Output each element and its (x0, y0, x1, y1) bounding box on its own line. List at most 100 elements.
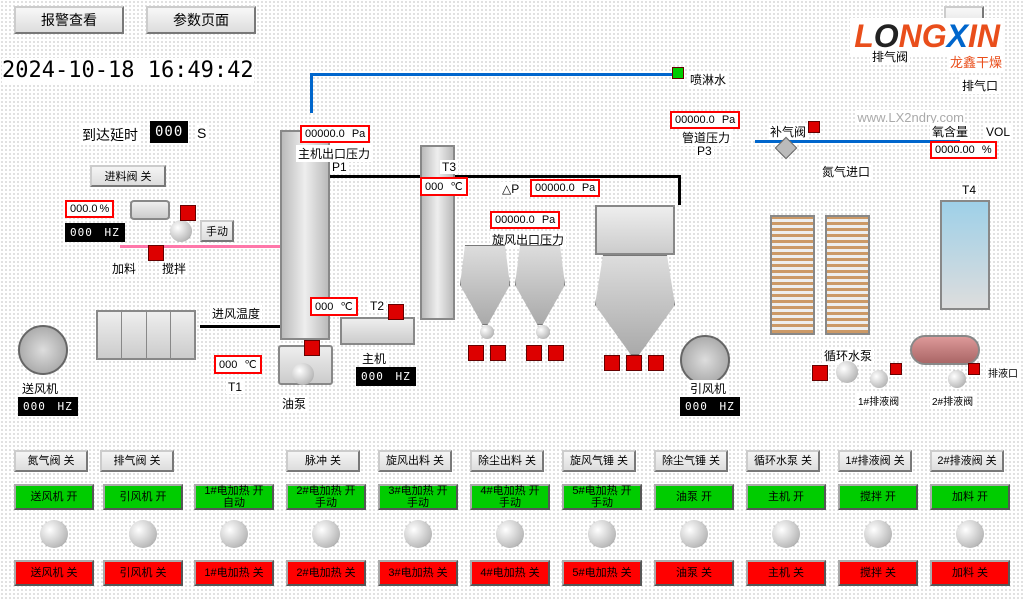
p1-sub: P1 (330, 160, 349, 174)
t3-label: T3 (440, 160, 458, 174)
ctrl-10: 加料 开 加料 关 (930, 484, 1010, 594)
drain2-label: 2#排液阀 (930, 393, 975, 408)
ctrl-4-on[interactable]: 3#电加热 开 手动 (378, 484, 458, 510)
params-button[interactable]: 参数页面 (146, 6, 256, 34)
delay-value: 000 (150, 121, 188, 143)
ctrl-6: 5#电加热 开 手动 5#电加热 关 (562, 484, 642, 594)
stir-indicator (148, 245, 164, 261)
ctrl-10-off[interactable]: 加料 关 (930, 560, 1010, 586)
grey-btn-9[interactable]: 2#排液阀 关 (930, 450, 1004, 472)
ctrl-3-status (312, 520, 340, 548)
ctrl-1-off[interactable]: 引风机 关 (103, 560, 183, 586)
ctrl-0-on[interactable]: 送风机 开 (14, 484, 94, 510)
feed-percent: 000.0% (65, 200, 114, 218)
ctrl-2-status (220, 520, 248, 548)
ctrl-0-status (40, 520, 68, 548)
vol-label: VOL (984, 125, 1012, 139)
controls-row: 送风机 开 送风机 关 引风机 开 引风机 关 1#电加热 开 自动 1#电加热… (0, 484, 1024, 600)
ctrl-9-on[interactable]: 搅拌 开 (838, 484, 918, 510)
ctrl-8-off[interactable]: 主机 关 (746, 560, 826, 586)
spray-label: 喷淋水 (688, 71, 728, 88)
main-hz: 000 HZ (356, 367, 416, 386)
ctrl-7: 油泵 开 油泵 关 (654, 484, 734, 594)
heater-icon (96, 310, 196, 360)
p3-sub: P3 (695, 144, 714, 158)
ctrl-5: 4#电加热 开 手动 4#电加热 关 (470, 484, 550, 594)
t4-label: T4 (960, 183, 978, 197)
delay-unit: S (195, 125, 208, 141)
feed-hz: 000 HZ (65, 223, 125, 242)
grey-btn-8[interactable]: 1#排液阀 关 (838, 450, 912, 472)
ctrl-7-on[interactable]: 油泵 开 (654, 484, 734, 510)
ctrl-10-status (956, 520, 984, 548)
ctrl-0-off[interactable]: 送风机 关 (14, 560, 94, 586)
p2-value: 00000.0 Pa (490, 211, 560, 229)
ctrl-7-status (680, 520, 708, 548)
t3-value: 000 ℃ (420, 177, 468, 196)
t1-label: T1 (226, 380, 244, 394)
grey-btn-7[interactable]: 循环水泵 关 (746, 450, 820, 472)
ctrl-3: 2#电加热 开 手动 2#电加热 关 (286, 484, 366, 594)
dp-value: 00000.0 Pa (530, 179, 600, 197)
oil-pump-label: 油泵 (280, 395, 308, 412)
ctrl-0: 送风机 开 送风机 关 (14, 484, 94, 594)
inlet-temp-label: 进风温度 (210, 305, 262, 322)
ctrl-1-status (129, 520, 157, 548)
feed-label: 加料 (110, 260, 138, 277)
ctrl-6-on[interactable]: 5#电加热 开 手动 (562, 484, 642, 510)
grey-btn-1[interactable]: 排气阀 关 (100, 450, 174, 472)
grey-btn-5[interactable]: 旋风气锤 关 (562, 450, 636, 472)
ctrl-9-off[interactable]: 搅拌 关 (838, 560, 918, 586)
ctrl-1: 引风机 开 引风机 关 (103, 484, 183, 594)
delay-label: 到达延时 (80, 125, 140, 145)
t1-value: 000 ℃ (214, 355, 262, 374)
spray-indicator (672, 67, 684, 79)
ctrl-8-on[interactable]: 主机 开 (746, 484, 826, 510)
ctrl-3-on[interactable]: 2#电加热 开 手动 (286, 484, 366, 510)
n2-inlet-label: 氮气进口 (820, 163, 872, 180)
ctrl-5-on[interactable]: 4#电加热 开 手动 (470, 484, 550, 510)
ctrl-9-status (864, 520, 892, 548)
ctrl-10-on[interactable]: 加料 开 (930, 484, 1010, 510)
blower-hz: 000 HZ (18, 397, 78, 416)
blower-label: 送风机 (20, 380, 60, 397)
process-diagram: 到达延时 000 S 进料阀 关 000.0% 000 HZ 手动 加料 搅拌 … (0, 45, 1024, 440)
ctrl-7-off[interactable]: 油泵 关 (654, 560, 734, 586)
ctrl-8: 主机 开 主机 关 (746, 484, 826, 594)
stir-label: 搅拌 (160, 260, 188, 277)
feed-valve-button[interactable]: 进料阀 关 (90, 165, 166, 187)
grey-btn-4[interactable]: 除尘出料 关 (470, 450, 544, 472)
main-label: 主机 (360, 350, 388, 367)
ctrl-3-off[interactable]: 2#电加热 关 (286, 560, 366, 586)
t2-label: T2 (368, 299, 386, 313)
manual-button[interactable]: 手动 (200, 220, 234, 242)
ctrl-2-on[interactable]: 1#电加热 开 自动 (194, 484, 274, 510)
induced-hz: 000 HZ (680, 397, 740, 416)
exhaust-valve-label: 排气阀 (870, 48, 910, 65)
makeup-valve-label: 补气阀 (768, 123, 808, 140)
p3-value: 00000.0 Pa (670, 111, 740, 129)
o2-value: 0000.00 % (930, 141, 997, 159)
ctrl-2-off[interactable]: 1#电加热 关 (194, 560, 274, 586)
exhaust-port-label: 排气口 (960, 77, 1000, 94)
ctrl-9: 搅拌 开 搅拌 关 (838, 484, 918, 594)
ctrl-5-status (496, 520, 524, 548)
drain-port-label: 排液口 (986, 365, 1020, 380)
ctrl-4-status (404, 520, 432, 548)
dp-label: △P (500, 182, 521, 196)
ctrl-1-on[interactable]: 引风机 开 (103, 484, 183, 510)
ctrl-4-off[interactable]: 3#电加热 关 (378, 560, 458, 586)
drain1-label: 1#排液阀 (856, 393, 901, 408)
alarm-view-button[interactable]: 报警查看 (14, 6, 124, 34)
blower-icon (18, 325, 68, 375)
o2-label: 氧含量 (930, 123, 970, 140)
status-row: 氮气阀 关 排气阀 关 脉冲 关 旋风出料 关 除尘出料 关 旋风气锤 关 除尘… (0, 448, 1024, 476)
grey-btn-2[interactable]: 脉冲 关 (286, 450, 360, 472)
ctrl-5-off[interactable]: 4#电加热 关 (470, 560, 550, 586)
grey-btn-3[interactable]: 旋风出料 关 (378, 450, 452, 472)
grey-btn-6[interactable]: 除尘气锤 关 (654, 450, 728, 472)
ctrl-6-off[interactable]: 5#电加热 关 (562, 560, 642, 586)
grey-btn-0[interactable]: 氮气阀 关 (14, 450, 88, 472)
p1-value: 00000.0 Pa (300, 125, 370, 143)
ctrl-2: 1#电加热 开 自动 1#电加热 关 (194, 484, 274, 594)
